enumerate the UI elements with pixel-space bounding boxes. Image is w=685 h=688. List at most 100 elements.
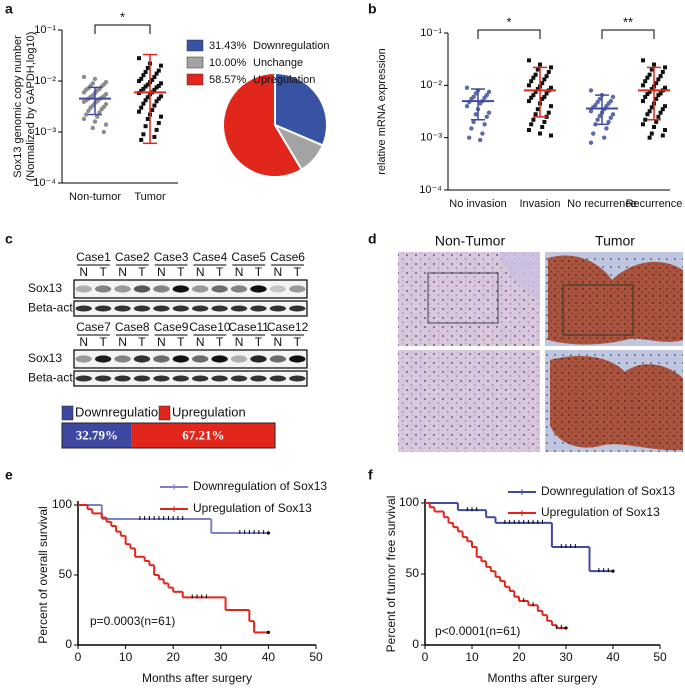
data-point (527, 99, 531, 104)
y-tick-label: 10⁻² (420, 79, 442, 91)
data-point (471, 119, 476, 125)
lane-label: N (196, 265, 205, 279)
data-point (647, 135, 652, 140)
data-point (643, 117, 648, 122)
case-label: Case3 (154, 250, 189, 264)
blot-strip (73, 370, 308, 387)
data-point (86, 108, 91, 114)
y-tick-label: 10⁻⁴ (419, 184, 442, 196)
data-point (656, 77, 661, 82)
x-tick-label: 40 (606, 650, 620, 664)
x-tick-label: Recurrence (626, 198, 683, 210)
data-point (143, 124, 148, 129)
data-point (535, 67, 540, 72)
y-axis-label: relative mRNA expression (376, 48, 388, 175)
blot-band (153, 355, 170, 363)
lane-label: T (255, 335, 263, 349)
data-point (654, 96, 659, 101)
legend-label: Downregulation of Sox13 (541, 484, 675, 498)
data-point (145, 82, 150, 87)
blot-band (269, 285, 287, 293)
data-point (533, 72, 538, 77)
data-point (649, 67, 654, 72)
blot-band (289, 285, 306, 293)
data-point (529, 122, 534, 127)
data-point (154, 99, 159, 104)
data-point (591, 131, 596, 136)
lane-label: N (118, 335, 127, 349)
blot-band (133, 305, 151, 312)
blot-band (250, 285, 267, 293)
data-point (540, 96, 545, 101)
lane-label: T (216, 265, 224, 279)
lane-label: N (118, 265, 127, 279)
blot-band (289, 355, 306, 363)
blot-band (133, 355, 151, 363)
blot-band (94, 375, 112, 382)
data-point (81, 74, 87, 80)
data-point (90, 125, 96, 131)
data-point (540, 81, 545, 86)
case-label: Case4 (193, 250, 228, 264)
pie-slice (222, 71, 304, 178)
data-point (641, 122, 645, 127)
blot-band (153, 305, 170, 312)
data-point (81, 116, 87, 122)
data-point (159, 114, 163, 119)
x-tick-label: No recurrence (567, 198, 637, 210)
data-point (482, 122, 487, 127)
blot-band (211, 355, 228, 363)
significance-bracket (477, 29, 541, 39)
x-tick-label: Non-tumor (69, 191, 121, 203)
data-point (663, 104, 667, 109)
blot-band (211, 375, 228, 382)
curve-end (266, 630, 270, 635)
data-point (660, 69, 665, 74)
data-point (549, 65, 553, 70)
data-point (478, 101, 483, 106)
data-point (538, 131, 542, 136)
blot-band (75, 305, 92, 312)
x-tick-label: 50 (309, 650, 323, 664)
lane-label: T (177, 265, 185, 279)
data-point (473, 91, 478, 96)
data-point (597, 96, 602, 102)
data-point (654, 119, 659, 124)
lane-label: N (235, 265, 244, 279)
y-axis-label: (Normalized by GAPDH,log10) (25, 32, 37, 182)
legend-label: Unchange (253, 57, 303, 69)
ihc-inset (427, 272, 499, 324)
blot-band (269, 355, 287, 363)
data-point (641, 83, 645, 88)
lane-label: T (255, 265, 263, 279)
case-label: Case7 (76, 320, 111, 334)
blot-band (114, 355, 131, 363)
lane-label: T (294, 335, 302, 349)
legend-value: 10.00% (209, 57, 247, 69)
data-point (542, 119, 547, 124)
data-point (150, 108, 155, 113)
x-axis-label: Months after surgery (142, 671, 252, 685)
data-point (527, 128, 531, 133)
data-point (137, 79, 141, 83)
data-point (152, 134, 157, 139)
ihc-tumor-region (548, 255, 683, 345)
data-point (527, 83, 531, 88)
data-point (137, 109, 141, 114)
data-point (647, 89, 652, 94)
y-tick-label: 10⁻¹ (420, 27, 442, 39)
case-label: Case1 (76, 250, 111, 264)
protein-label: Beta-actin (28, 371, 82, 385)
y-tick-label: 10⁻³ (420, 132, 442, 144)
data-point (595, 99, 600, 105)
data-point (156, 96, 161, 101)
data-point (145, 65, 150, 70)
data-point (546, 110, 551, 115)
data-point (81, 99, 87, 105)
blot-strip (73, 349, 308, 369)
data-point (647, 72, 652, 77)
lane-label: T (99, 335, 107, 349)
panel-letter: c (5, 231, 13, 247)
blot-band (94, 285, 112, 293)
x-tick-label: No invasion (449, 198, 506, 210)
